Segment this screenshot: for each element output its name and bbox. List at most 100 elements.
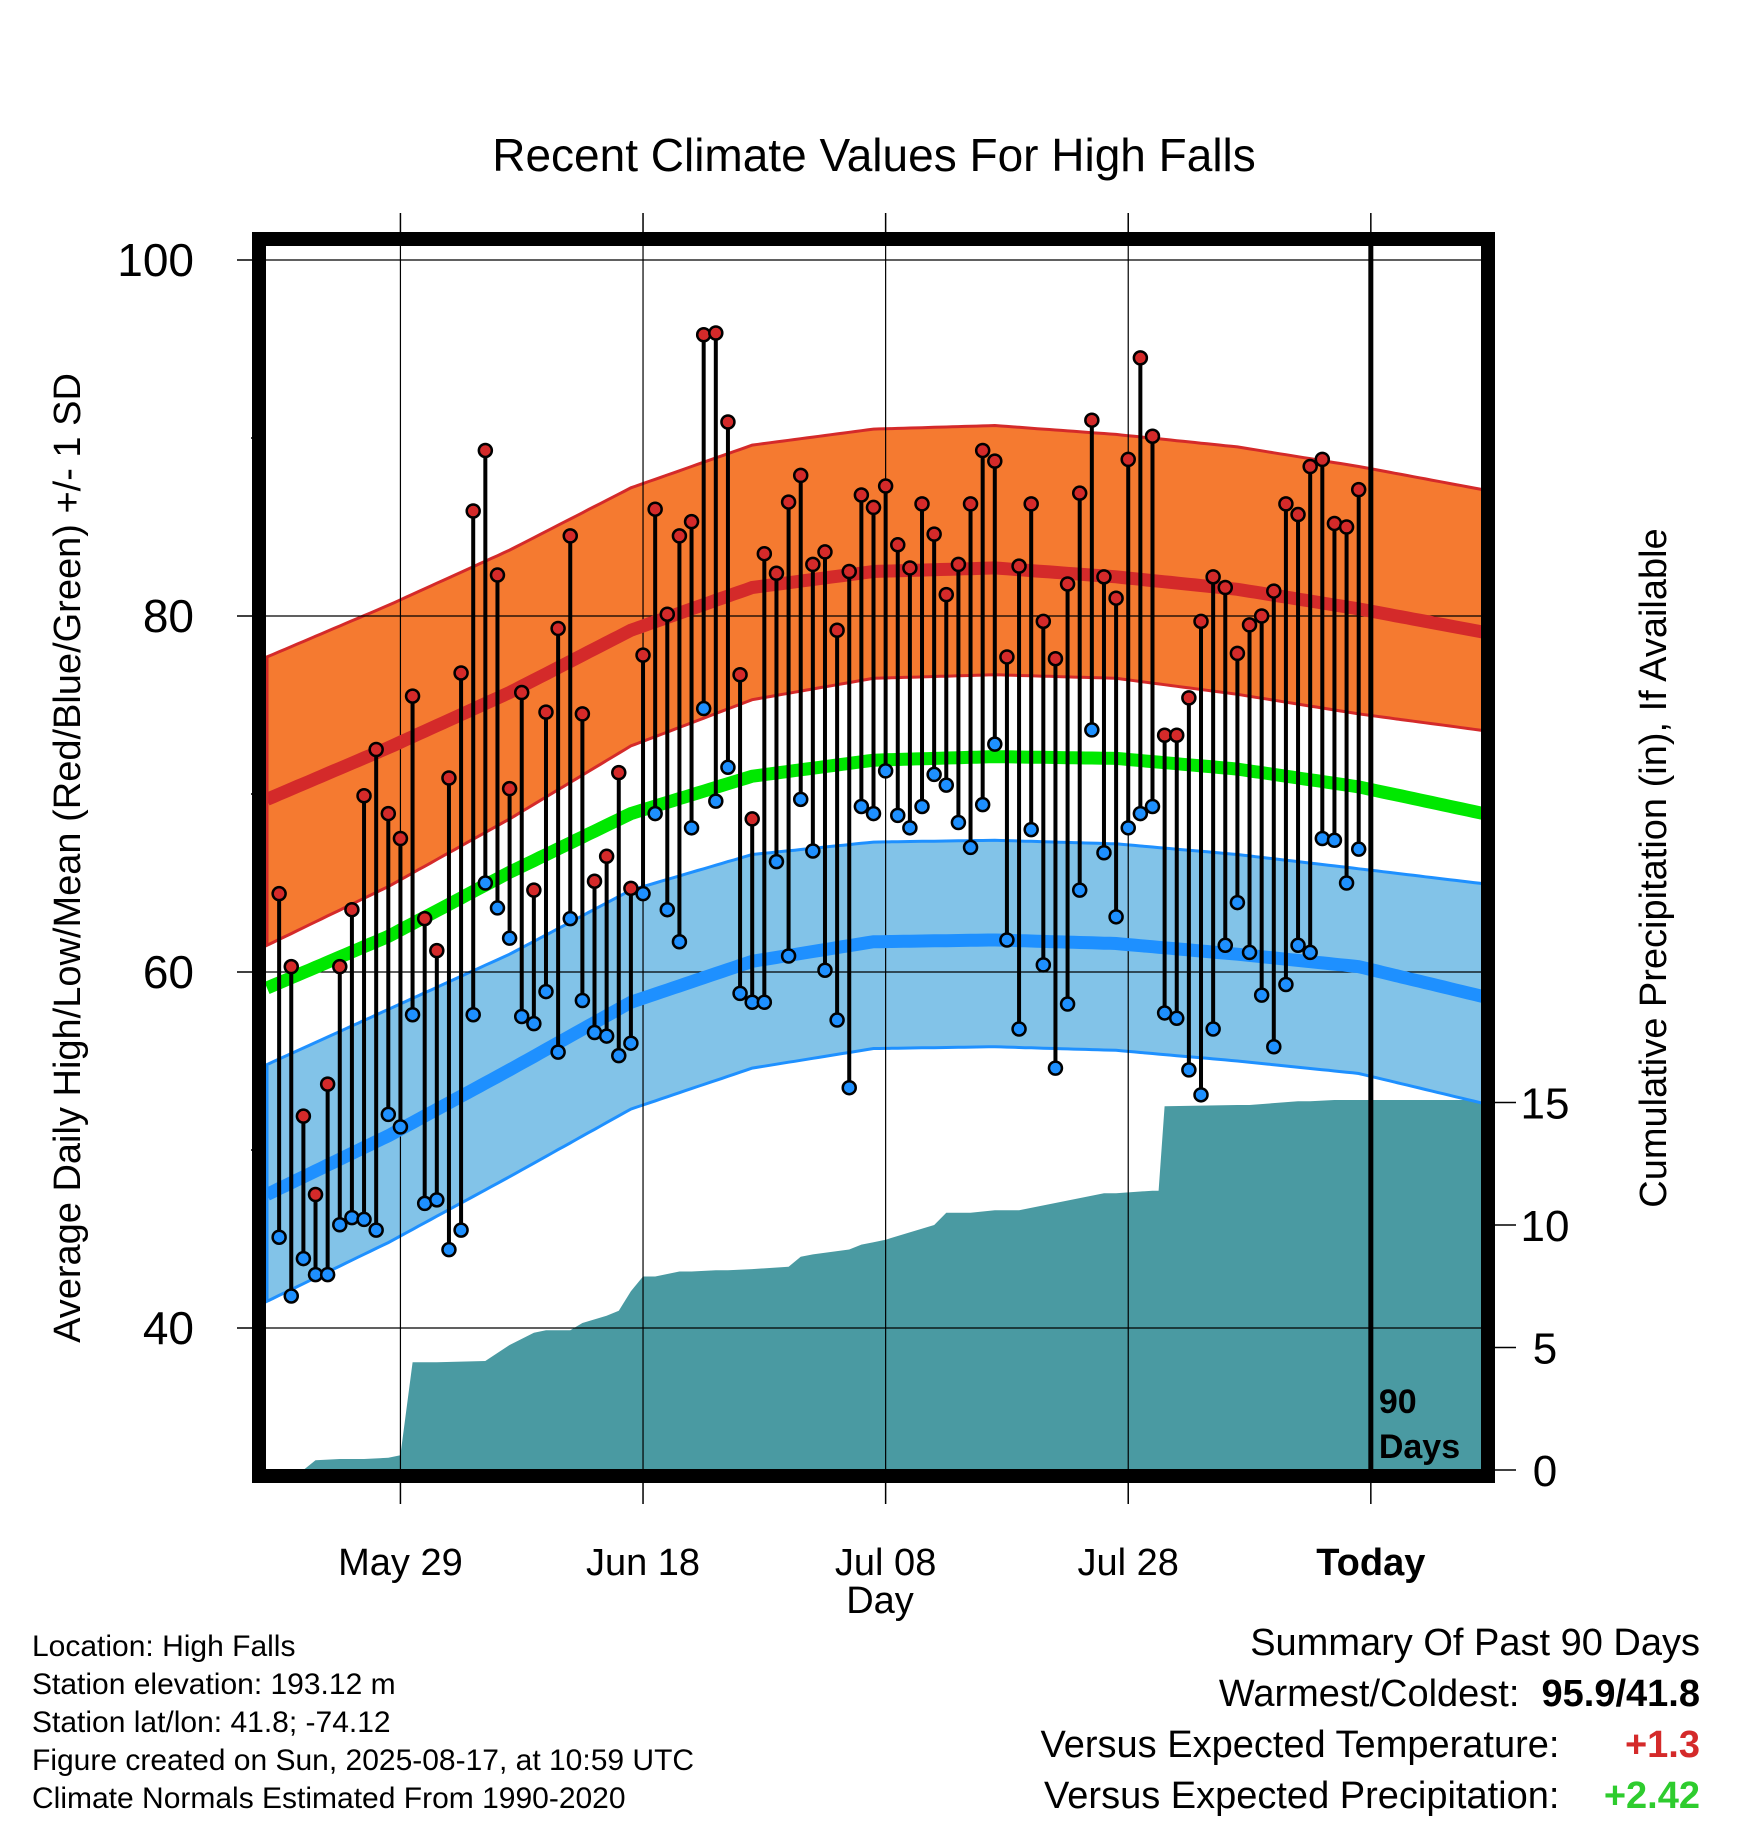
temp-delta-value: +1.3 <box>1624 1724 1700 1766</box>
high-point <box>792 467 809 484</box>
high-point <box>841 563 857 580</box>
y-tick-label-80: 80 <box>143 590 194 642</box>
high-point <box>926 526 942 542</box>
low-point <box>526 1015 542 1032</box>
high-point <box>817 544 833 560</box>
low-point <box>1290 937 1306 954</box>
high-point <box>1229 645 1246 662</box>
info-normals: Climate Normals Estimated From 1990-2020 <box>32 1782 626 1815</box>
low-point <box>1205 1021 1221 1037</box>
chart-title: Recent Climate Values For High Falls <box>492 129 1256 181</box>
low-point <box>441 1241 457 1258</box>
high-point <box>1132 350 1149 366</box>
low-point <box>683 820 700 836</box>
low-point <box>356 1211 372 1228</box>
high-point <box>1084 412 1100 428</box>
high-point <box>429 942 445 959</box>
low-point <box>1278 976 1294 993</box>
high-point <box>1023 496 1039 512</box>
high-point <box>938 586 955 603</box>
high-point <box>1193 613 1209 630</box>
high-point <box>1035 613 1052 630</box>
low-point <box>841 1079 857 1096</box>
high-point <box>720 414 736 430</box>
high-point <box>598 848 615 865</box>
high-point <box>877 478 894 494</box>
high-point <box>708 325 724 341</box>
high-point <box>307 1186 324 1203</box>
plot-frame <box>252 232 1495 1483</box>
low-point <box>1181 1062 1197 1078</box>
low-point <box>1144 798 1161 815</box>
high-point <box>295 1108 312 1124</box>
low-point <box>877 763 894 779</box>
high-point <box>1314 451 1331 468</box>
low-point <box>453 1222 469 1238</box>
high-point <box>319 1076 336 1092</box>
high-point <box>671 528 688 544</box>
high-point <box>829 622 845 638</box>
high-point <box>999 649 1015 665</box>
normal-mean-line <box>264 750 1494 994</box>
high-point <box>538 704 554 720</box>
warm-cold-value: 95.9/41.8 <box>1541 1673 1700 1715</box>
high-point <box>392 830 409 847</box>
low-point <box>902 820 918 836</box>
high-point <box>962 496 979 512</box>
low-point <box>392 1119 409 1135</box>
low-point <box>962 839 979 856</box>
high-point <box>1205 569 1221 585</box>
high-point <box>659 606 676 622</box>
summary-warm-cold: Warmest/Coldest: 95.9/41.8 <box>1041 1669 1700 1720</box>
high-point <box>756 545 773 562</box>
y2-tick-label-0: 0 <box>1533 1447 1557 1496</box>
low-point <box>271 1229 287 1245</box>
high-point <box>865 499 882 516</box>
low-point <box>817 962 833 978</box>
low-point <box>1193 1087 1209 1103</box>
info-latlon: Station lat/lon: 41.8; -74.12 <box>32 1706 391 1739</box>
low-point <box>1084 722 1100 738</box>
high-point <box>1120 451 1136 468</box>
y2-tick-label-10: 10 <box>1521 1202 1570 1251</box>
high-point <box>1096 569 1112 585</box>
low-point <box>938 777 955 793</box>
low-point <box>1169 1010 1185 1027</box>
high-point <box>611 764 627 781</box>
high-point <box>489 567 506 583</box>
high-point <box>465 503 481 519</box>
y2-tick-label-5: 5 <box>1533 1325 1557 1374</box>
low-point <box>1302 944 1318 961</box>
low-point <box>1108 909 1124 925</box>
high-point <box>271 885 287 902</box>
x-tick-label-3: Jul 28 <box>1078 1542 1179 1584</box>
warm-cold-label: Warmest/Coldest: <box>1218 1673 1520 1715</box>
low-point <box>829 1012 845 1028</box>
high-point <box>647 501 663 517</box>
low-point <box>1326 832 1343 849</box>
station-info: Location: High Falls Station elevation: … <box>32 1628 694 1818</box>
high-point <box>453 665 469 681</box>
low-point <box>404 1006 421 1023</box>
low-point <box>671 933 688 950</box>
high-point <box>1217 579 1234 596</box>
high-point <box>695 327 712 343</box>
low-point <box>283 1288 300 1304</box>
high-point <box>1169 727 1185 744</box>
low-point <box>792 791 809 808</box>
low-point <box>1096 844 1112 861</box>
low-point <box>623 1035 639 1051</box>
low-point <box>1350 841 1367 857</box>
low-point <box>465 1006 481 1023</box>
high-point <box>1350 481 1367 498</box>
low-point <box>344 1209 360 1226</box>
low-point <box>720 759 736 776</box>
high-point <box>586 873 603 889</box>
low-point <box>513 1008 530 1025</box>
low-point <box>987 736 1003 752</box>
low-point <box>501 930 518 946</box>
high-point <box>1241 617 1258 633</box>
low-point <box>890 807 906 824</box>
low-point <box>1132 805 1149 822</box>
x-axis-label: Day <box>846 1580 914 1622</box>
